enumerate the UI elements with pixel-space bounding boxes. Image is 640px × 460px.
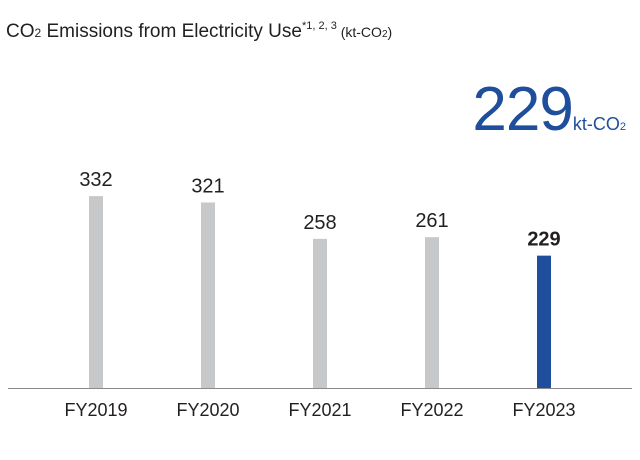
x-tick-label: FY2023: [512, 400, 575, 420]
value-label-fy2021: 258: [303, 212, 336, 234]
latest-value-unit: kt-CO2: [573, 114, 626, 134]
title-footnote-refs: *1, 2, 3: [301, 20, 337, 32]
bar-fy2020: [201, 202, 215, 388]
chart-title: CO2 Emissions from Electricity Use*1, 2,…: [6, 20, 392, 43]
title-unit-open: (kt-CO: [336, 24, 382, 40]
bar-fy2019: [89, 196, 103, 388]
value-label-fy2019: 332: [79, 169, 112, 191]
title-unit-close: ): [387, 24, 393, 40]
x-tick-label: FY2021: [288, 400, 351, 420]
value-label-fy2020: 321: [191, 175, 224, 197]
bar-fy2022: [425, 237, 439, 388]
title-text: Emissions from Electricity Use: [41, 21, 302, 42]
value-label-fy2022: 261: [415, 210, 448, 232]
title-unit: (kt-CO2): [337, 24, 392, 40]
title-subscript: 2: [34, 26, 42, 40]
title-co: CO: [6, 21, 35, 42]
latest-unit-subscript: 2: [619, 121, 626, 133]
value-label-fy2023: 229: [527, 229, 560, 251]
latest-value-callout: 229kt-CO2: [472, 74, 626, 145]
x-tick-label: FY2022: [400, 400, 463, 420]
x-tick-label: FY2020: [176, 400, 239, 420]
bar-fy2023: [537, 255, 551, 388]
latest-unit-text: kt-CO: [572, 114, 620, 134]
latest-value: 229: [472, 75, 573, 144]
x-tick-label: FY2019: [64, 400, 127, 420]
title-unit-subscript: 2: [381, 29, 388, 40]
bar-fy2021: [313, 238, 327, 388]
